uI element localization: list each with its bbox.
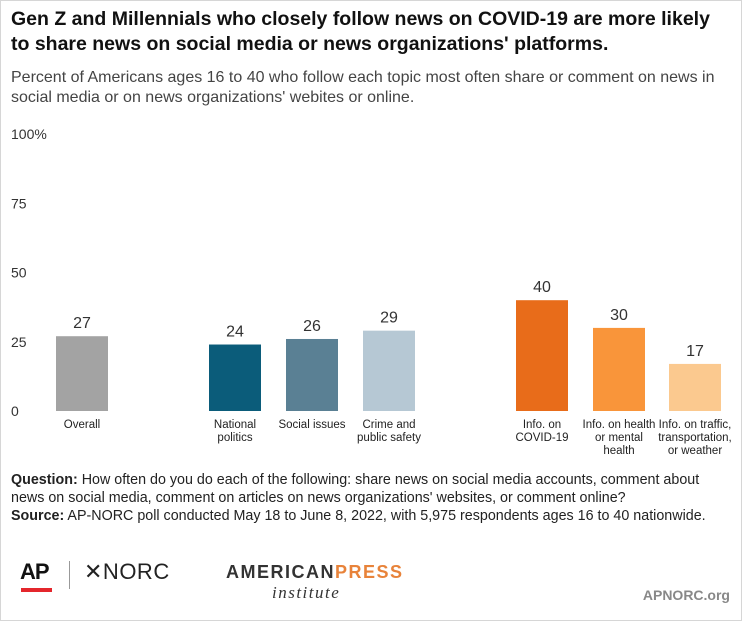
y-tick-label: 100%	[11, 126, 47, 142]
source-text: AP-NORC poll conducted May 18 to June 8,…	[64, 508, 706, 524]
category-label: Info. on health	[583, 419, 656, 431]
bar-value-label: 30	[610, 307, 628, 324]
category-label: politics	[217, 432, 252, 444]
chart-title: Gen Z and Millennials who closely follow…	[11, 8, 710, 55]
api-logo-institute: institute	[272, 583, 341, 602]
bar-value-label: 27	[73, 315, 91, 332]
american-press-logo: AMERICANPRESS	[226, 562, 404, 583]
category-label: Crime and	[362, 419, 415, 431]
bar	[363, 330, 415, 411]
api-logo-american: AMERICAN	[226, 562, 335, 582]
bar-value-label: 24	[226, 324, 244, 341]
question-text: How often do you do each of the followin…	[11, 472, 700, 506]
logo-bar: AP ✕NORC AMERICANPRESS institute APNORC.…	[0, 555, 742, 605]
ap-logo: AP	[20, 559, 50, 584]
category-label: COVID-19	[515, 432, 568, 444]
bar	[56, 336, 108, 411]
bar	[209, 344, 261, 411]
bar-value-label: 40	[533, 279, 551, 296]
logo-separator	[69, 561, 70, 589]
bar	[593, 327, 645, 411]
chart-subtitle: Percent of Americans ages 16 to 40 who f…	[11, 69, 715, 106]
category-label: Info. on	[523, 419, 561, 431]
category-label: Overall	[64, 419, 100, 431]
source-note: Source: AP-NORC poll conducted May 18 to…	[11, 507, 731, 525]
category-label: transportation,	[658, 432, 732, 444]
site-link[interactable]: APNORC.org	[642, 587, 730, 603]
y-tick-label: 50	[11, 265, 27, 281]
question-label: Question:	[11, 472, 78, 488]
bar	[516, 300, 568, 411]
bar-value-label: 17	[686, 343, 704, 360]
category-label: public safety	[357, 432, 421, 444]
chart-notes: Question: How often do you do each of th…	[11, 471, 731, 525]
bar	[286, 338, 338, 411]
api-logo-press: PRESS	[335, 562, 404, 582]
ap-logo-underline	[21, 588, 52, 592]
bar-value-label: 29	[380, 310, 398, 327]
y-tick-label: 75	[11, 195, 27, 211]
y-tick-label: 0	[11, 403, 19, 419]
bar	[669, 363, 721, 411]
norc-logo: ✕NORC	[84, 559, 170, 584]
bar-value-label: 26	[303, 318, 321, 335]
category-label: or weather	[668, 445, 723, 457]
category-label: Info. on traffic,	[659, 419, 732, 431]
category-label: or mental	[595, 432, 643, 444]
category-label: National	[214, 419, 256, 431]
y-tick-label: 25	[11, 334, 27, 350]
source-label: Source:	[11, 508, 65, 524]
category-label: health	[603, 445, 634, 457]
question-note: Question: How often do you do each of th…	[11, 471, 731, 507]
category-label: Social issues	[278, 419, 345, 431]
